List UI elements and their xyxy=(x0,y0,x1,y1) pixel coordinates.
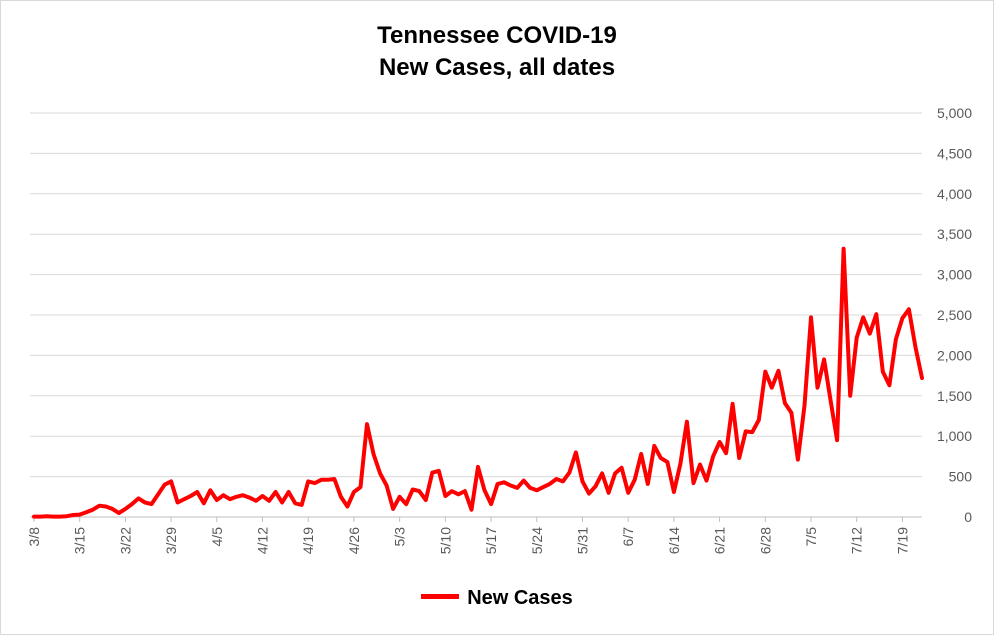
legend-swatch xyxy=(421,594,460,600)
y-tick-label: 0 xyxy=(964,509,972,525)
x-tick-label: 5/10 xyxy=(437,527,453,554)
y-tick-label: 3,500 xyxy=(937,226,972,242)
x-tick-label: 3/29 xyxy=(163,527,179,554)
legend: New Cases xyxy=(0,587,994,610)
x-axis xyxy=(30,516,922,522)
y-axis-tick-labels: 0 500 1,000 1,500 2,000 2,500 3,000 3,500 4,000 4… xyxy=(937,105,972,525)
y-tick-label: 4,500 xyxy=(937,145,972,161)
x-tick-label: 3/15 xyxy=(72,527,88,554)
x-tick-label: 6/21 xyxy=(712,527,728,554)
series-layer xyxy=(32,246,924,519)
x-tick-label: 7/5 xyxy=(803,527,819,547)
x-axis-tick-labels: 3/8 3/15 3/22 3/29 4/5 4/12 4/19 4/26 5/3 5/10 5/1… xyxy=(26,527,910,554)
y-tick-label: 2,500 xyxy=(937,307,972,323)
x-tick-label: 4/5 xyxy=(209,527,225,547)
series-line-new-cases xyxy=(32,246,924,519)
x-tick-label: 6/28 xyxy=(757,527,773,554)
y-tick-label: 1,500 xyxy=(937,388,972,404)
x-tick-label: 7/19 xyxy=(894,527,910,554)
x-tick-label: 4/26 xyxy=(346,527,362,554)
x-tick-label: 5/24 xyxy=(529,527,545,554)
x-tick-label: 3/8 xyxy=(26,527,42,547)
x-tick-label: 3/22 xyxy=(117,527,133,554)
x-tick-label: 6/7 xyxy=(620,527,636,547)
x-tick-label: 5/3 xyxy=(392,527,408,547)
x-tick-label: 4/19 xyxy=(300,527,316,554)
y-tick-label: 1,000 xyxy=(937,428,972,444)
y-tick-label: 500 xyxy=(949,469,973,485)
gridlines xyxy=(30,112,922,478)
x-tick-label: 4/12 xyxy=(255,527,271,554)
x-tick-label: 5/31 xyxy=(574,527,590,554)
chart-title-line-1: Tennessee COVID-19 xyxy=(377,22,617,49)
chart-title: Tennessee COVID-19 New Cases, all dates xyxy=(0,20,994,84)
y-tick-label: 3,000 xyxy=(937,267,972,283)
y-tick-label: 5,000 xyxy=(937,105,972,121)
x-tick-label: 6/14 xyxy=(666,527,682,554)
legend-label: New Cases xyxy=(467,587,573,609)
chart-title-line-2: New Cases, all dates xyxy=(378,54,616,81)
x-tick-label: 7/12 xyxy=(849,527,865,554)
y-tick-label: 4,000 xyxy=(937,186,972,202)
y-tick-label: 2,000 xyxy=(937,347,972,363)
x-tick-label: 5/17 xyxy=(483,527,499,554)
